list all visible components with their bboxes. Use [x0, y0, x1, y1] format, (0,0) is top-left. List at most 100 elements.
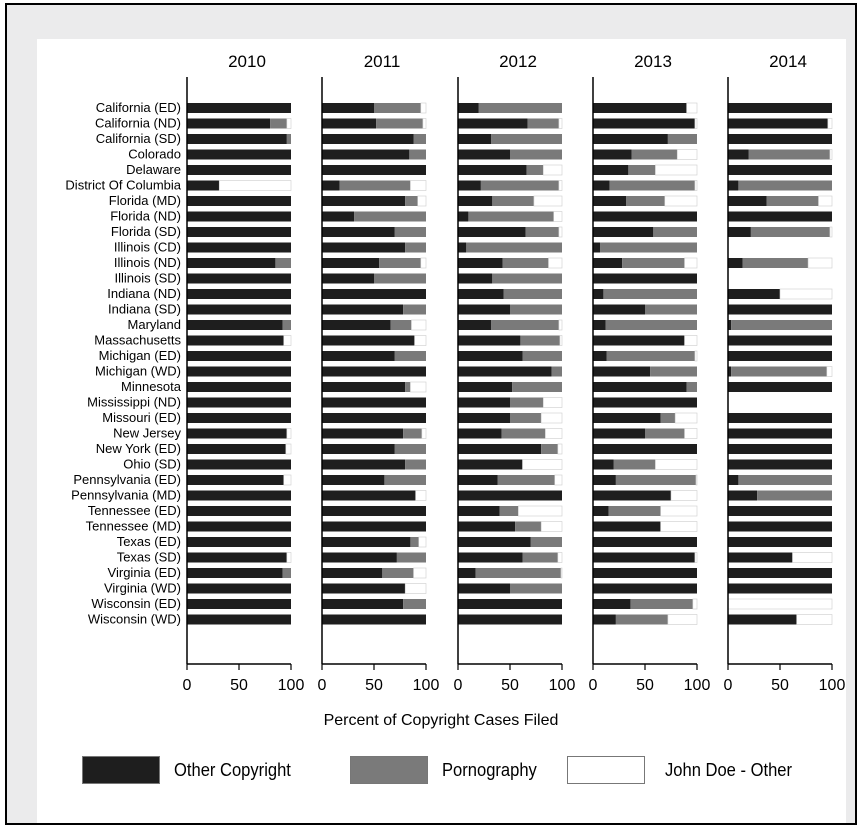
- legend-swatch-john-doe-other: [567, 756, 645, 784]
- category-label-maryland: Maryland: [128, 317, 181, 332]
- category-label-minnesota: Minnesota: [121, 379, 182, 394]
- legend-label-other-copyright: Other Copyright: [174, 759, 291, 780]
- bar-2012-ohio-sd-other-copyright: [458, 459, 523, 470]
- bar-2012-florida-nd-other-copyright: [458, 211, 469, 222]
- bar-2011-michigan-ed-other-copyright: [322, 351, 395, 361]
- bar-2014-michigan-wd-other-copyright: [728, 366, 732, 377]
- bar-2012-new-jersey-john-doe-other: [545, 428, 563, 439]
- legend-swatch-other-copyright: [82, 756, 160, 784]
- category-label-illinois-nd: Illinois (ND): [114, 255, 181, 270]
- bar-2012-illinois-sd-other-copyright: [458, 273, 493, 284]
- bar-2011-minnesota-john-doe-other: [410, 381, 427, 393]
- bar-2014-wisconsin-wd-john-doe-other: [796, 614, 833, 625]
- bar-2014-district-of-columbia-pornography: [738, 180, 832, 191]
- bar-2010-new-jersey-john-doe-other: [286, 428, 292, 439]
- bar-2010-illinois-sd-other-copyright: [187, 273, 291, 284]
- bar-2013-tennessee-md-other-copyright: [593, 521, 661, 532]
- bar-2010-colorado-other-copyright: [187, 149, 291, 160]
- bar-2011-colorado-pornography: [409, 149, 426, 160]
- bar-2010-missouri-ed-other-copyright: [187, 413, 291, 423]
- bar-2011-illinois-cd-pornography: [405, 242, 426, 253]
- bar-2012-indiana-sd-pornography: [510, 304, 562, 315]
- bar-2012-california-sd-other-copyright: [458, 134, 492, 144]
- bar-2013-missouri-ed-john-doe-other: [674, 412, 698, 424]
- bar-2014-california-nd-john-doe-other: [827, 118, 833, 129]
- bar-2014-illinois-nd-other-copyright: [728, 258, 743, 268]
- bar-2011-florida-md-john-doe-other: [417, 195, 427, 207]
- bar-2014-tennessee-md-other-copyright: [728, 521, 832, 532]
- bar-2013-florida-md-john-doe-other: [664, 195, 698, 207]
- bar-2011-indiana-sd-pornography: [403, 304, 426, 315]
- bar-2012-illinois-cd-other-copyright: [458, 242, 467, 253]
- category-label-florida-nd: Florida (ND): [110, 209, 181, 224]
- bar-2011-maryland-other-copyright: [322, 320, 391, 330]
- bar-2011-virginia-ed-pornography: [382, 568, 414, 578]
- bar-2011-illinois-cd-other-copyright: [322, 242, 406, 253]
- bar-2014-pennsylvania-ed-pornography: [738, 475, 832, 485]
- bar-2014-texas-sd-john-doe-other: [792, 552, 833, 563]
- bar-2011-virginia-ed-john-doe-other: [413, 567, 427, 579]
- bar-2013-texas-ed-other-copyright: [593, 537, 697, 547]
- bar-2010-district-of-columbia-other-copyright: [187, 180, 220, 191]
- bar-2012-new-jersey-other-copyright: [458, 428, 502, 439]
- bar-2013-wisconsin-wd-john-doe-other: [667, 614, 698, 625]
- bar-2012-minnesota-pornography: [512, 382, 562, 392]
- bar-2010-ohio-sd-other-copyright: [187, 459, 291, 470]
- panel-title-2013: 2013: [634, 52, 672, 71]
- bar-2012-illinois-sd-pornography: [492, 273, 562, 284]
- bar-2012-florida-sd-pornography: [525, 227, 559, 237]
- bar-2010-california-nd-john-doe-other: [286, 118, 292, 129]
- bar-2014-new-jersey-other-copyright: [728, 428, 832, 439]
- bar-2013-massachusetts-other-copyright: [593, 335, 685, 346]
- bar-2012-new-york-ed-john-doe-other: [557, 443, 563, 455]
- bar-2010-maryland-other-copyright: [187, 320, 283, 330]
- bar-2011-california-ed-john-doe-other: [420, 102, 427, 114]
- bar-2010-michigan-ed-other-copyright: [187, 351, 291, 361]
- panel-title-2014: 2014: [769, 52, 807, 71]
- bar-2013-ohio-sd-john-doe-other: [655, 459, 698, 470]
- category-label-texas-ed: Texas (ED): [117, 534, 181, 549]
- bar-2013-tennessee-ed-other-copyright: [593, 506, 609, 516]
- bar-2014-florida-md-other-copyright: [728, 196, 767, 206]
- bar-2010-virginia-ed-pornography: [282, 568, 291, 578]
- category-label-florida-md: Florida (MD): [109, 193, 181, 208]
- x-tick-label-2012-100: 100: [549, 677, 576, 694]
- bar-2014-california-nd-other-copyright: [728, 118, 828, 129]
- bar-2011-maryland-pornography: [390, 320, 412, 330]
- bar-2011-texas-sd-other-copyright: [322, 552, 397, 563]
- category-label-california-ed: California (ED): [96, 100, 181, 115]
- bar-2013-illinois-cd-other-copyright: [593, 242, 601, 253]
- bar-2012-missouri-ed-other-copyright: [458, 413, 510, 423]
- bar-2013-california-ed-other-copyright: [593, 103, 687, 113]
- bar-2011-district-of-columbia-pornography: [339, 180, 411, 191]
- x-tick-label-2011-0: 0: [318, 677, 327, 694]
- bar-2012-wisconsin-ed-other-copyright: [458, 599, 562, 609]
- bar-2013-florida-md-pornography: [626, 196, 665, 206]
- bar-2012-colorado-other-copyright: [458, 149, 510, 160]
- bar-2011-texas-ed-john-doe-other: [418, 536, 427, 548]
- bar-2012-delaware-pornography: [526, 165, 544, 175]
- bar-2014-pennsylvania-md-other-copyright: [728, 490, 758, 501]
- bar-2013-michigan-wd-pornography: [650, 366, 697, 377]
- category-label-colorado: Colorado: [128, 147, 181, 162]
- bar-2012-massachusetts-pornography: [520, 335, 560, 346]
- x-tick-label-2010-0: 0: [183, 677, 192, 694]
- panel-title-2012: 2012: [499, 52, 537, 71]
- bar-2013-missouri-ed-pornography: [660, 413, 676, 423]
- bar-2012-maryland-pornography: [491, 320, 559, 330]
- bar-2013-district-of-columbia-john-doe-other: [694, 180, 698, 191]
- bar-2013-texas-sd-john-doe-other: [694, 552, 698, 563]
- x-tick-label-2013-100: 100: [684, 677, 711, 694]
- bar-2014-florida-sd-john-doe-other: [829, 226, 833, 238]
- bar-2011-california-nd-john-doe-other: [422, 118, 427, 129]
- x-tick-label-2010-100: 100: [278, 677, 305, 694]
- chart-frame: California (ED) California (ND) California…: [5, 3, 857, 825]
- bar-2011-california-sd-pornography: [413, 134, 426, 144]
- bar-2013-minnesota-other-copyright: [593, 382, 687, 392]
- category-label-pennsylvania-md: Pennsylvania (MD): [71, 488, 181, 503]
- bar-2013-pennsylvania-md-john-doe-other: [670, 490, 698, 501]
- bar-2013-maryland-other-copyright: [593, 320, 606, 330]
- bar-2011-virginia-ed-other-copyright: [322, 568, 383, 578]
- bar-2012-michigan-wd-pornography: [551, 366, 562, 377]
- bar-2014-florida-md-john-doe-other: [818, 195, 833, 207]
